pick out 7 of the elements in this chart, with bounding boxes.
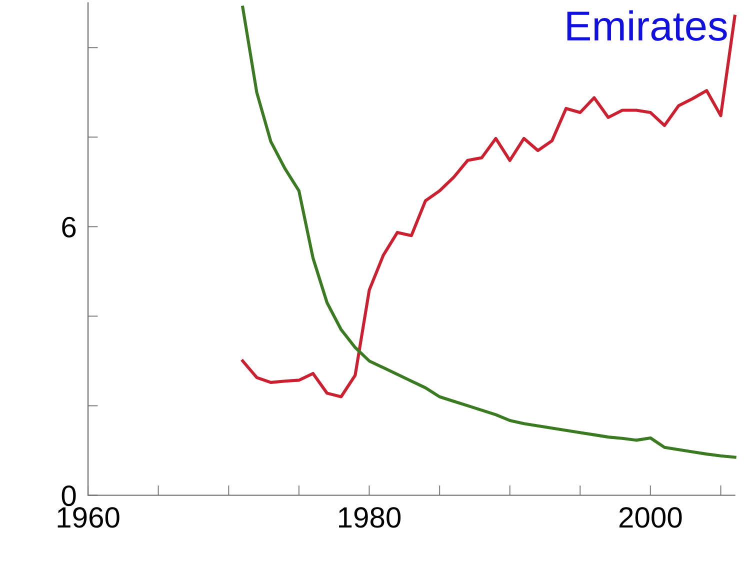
chart-title: Emirates [567, 10, 727, 41]
y-tick-label: 0 [62, 485, 76, 506]
x-tick-label: 1980 [339, 507, 401, 528]
line-series [241, 6, 736, 459]
y-tick-label: 6 [62, 216, 76, 238]
x-tick-label: 1960 [58, 507, 120, 528]
x-tick-label: 2000 [619, 507, 682, 528]
